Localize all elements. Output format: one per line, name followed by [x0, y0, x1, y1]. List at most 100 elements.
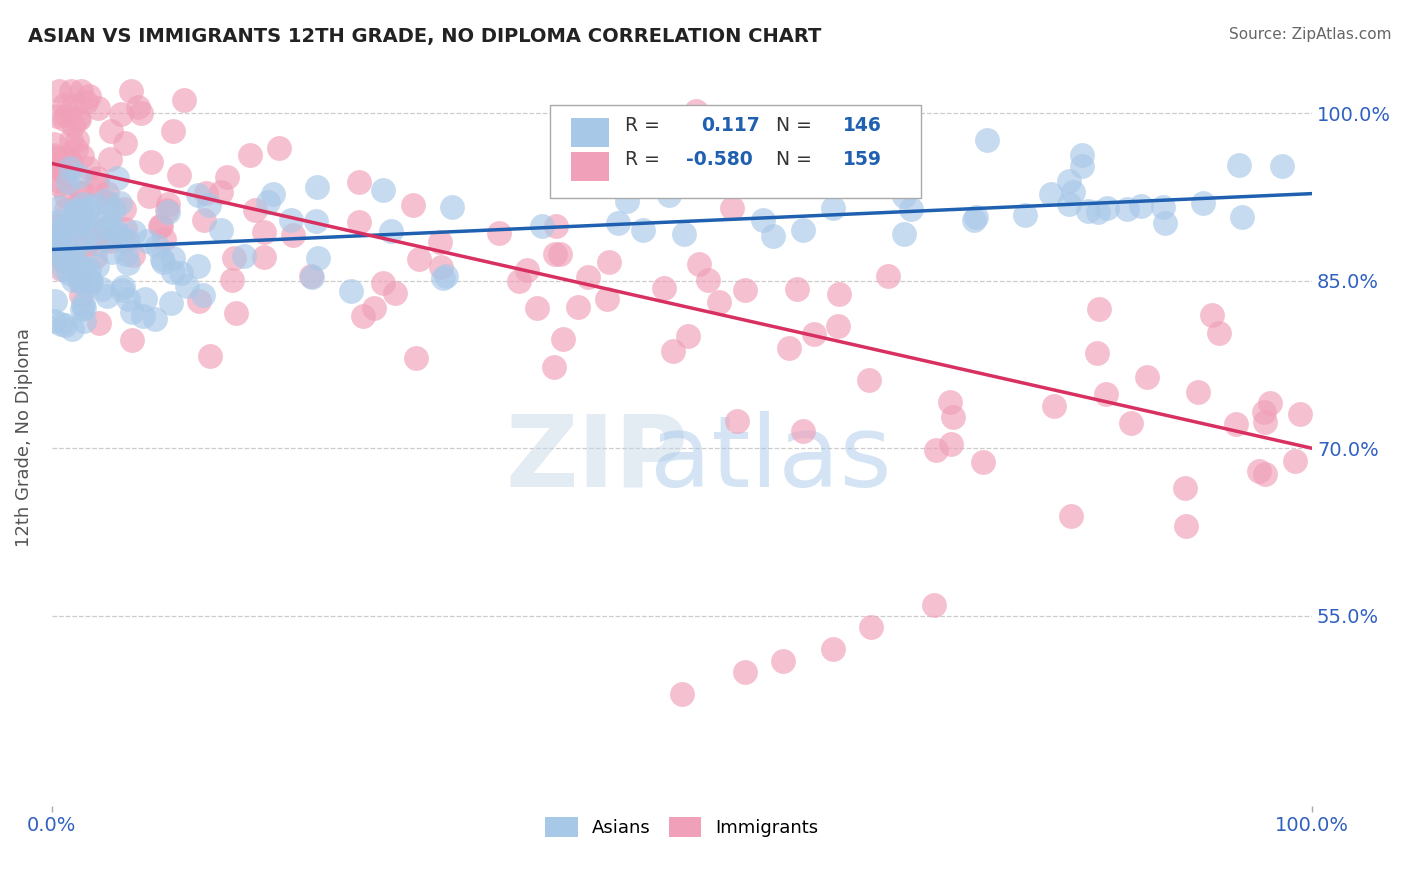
Point [127, 100, 149, 114]
Point [98, 153, 121, 167]
Point [72, 277, 94, 292]
Point [1087, 346, 1109, 360]
Point [925, 443, 948, 458]
Point [688, 257, 710, 271]
Point [707, 294, 730, 309]
Point [77, 89, 100, 103]
Point [72, 261, 94, 276]
Point [176, 278, 198, 293]
Point [752, 213, 775, 227]
Text: ZIP: ZIP [506, 410, 689, 508]
Point [1208, 326, 1230, 341]
Point [72, 196, 94, 211]
Point [91, 282, 114, 296]
Point [62, 273, 84, 287]
Point [96, 196, 118, 211]
Point [67, 112, 90, 127]
Point [1071, 159, 1094, 173]
Point [77, 272, 100, 286]
Point [108, 196, 131, 211]
Point [823, 642, 845, 657]
Point [488, 226, 510, 240]
Point [772, 653, 794, 667]
Point [827, 319, 849, 334]
Point [49, 317, 72, 331]
Point [135, 234, 157, 248]
Point [1088, 302, 1111, 317]
Point [384, 285, 406, 300]
Point [112, 202, 135, 216]
Point [1043, 400, 1066, 414]
Point [67, 273, 90, 287]
Point [429, 260, 451, 274]
Text: ASIAN VS IMMIGRANTS 12TH GRADE, NO DIPLOMA CORRELATION CHART: ASIAN VS IMMIGRANTS 12TH GRADE, NO DIPLO… [28, 27, 821, 45]
Point [77, 261, 100, 276]
Text: R =: R = [626, 150, 659, 169]
Point [671, 687, 693, 701]
Point [141, 155, 163, 169]
Point [543, 359, 565, 374]
Point [117, 256, 139, 270]
Text: atlas: atlas [651, 410, 891, 508]
Point [149, 219, 172, 233]
Point [685, 103, 707, 118]
Point [59, 252, 82, 267]
Point [48, 160, 70, 174]
Point [84, 250, 107, 264]
Point [69, 185, 91, 199]
Point [380, 224, 402, 238]
Point [76, 211, 98, 225]
Point [938, 395, 960, 409]
Point [117, 292, 139, 306]
Point [283, 227, 305, 242]
Point [762, 228, 785, 243]
Point [194, 186, 217, 200]
Legend: Asians, Immigrants: Asians, Immigrants [538, 810, 827, 845]
Point [121, 334, 143, 348]
Point [962, 213, 984, 227]
Point [198, 349, 221, 363]
Point [77, 201, 100, 215]
Point [146, 238, 169, 252]
Point [526, 301, 548, 315]
Point [129, 105, 152, 120]
Point [67, 111, 90, 125]
Point [734, 283, 756, 297]
Point [122, 225, 145, 239]
Point [965, 211, 987, 225]
Point [44, 136, 66, 151]
Point [96, 186, 118, 200]
FancyBboxPatch shape [550, 105, 921, 197]
Point [98, 220, 121, 235]
Point [121, 248, 143, 262]
Point [62, 211, 84, 226]
Point [72, 297, 94, 311]
Point [429, 235, 451, 249]
Point [51, 223, 73, 237]
Point [893, 227, 915, 241]
Point [1087, 204, 1109, 219]
Point [103, 202, 125, 217]
Point [76, 216, 98, 230]
Point [55, 188, 77, 202]
Point [269, 140, 291, 154]
Point [77, 277, 100, 292]
Point [86, 178, 108, 193]
Point [52, 252, 75, 267]
Point [46, 109, 69, 123]
Text: N =: N = [776, 116, 813, 135]
Point [55, 235, 77, 249]
FancyBboxPatch shape [571, 118, 609, 147]
Point [548, 246, 571, 260]
Point [1060, 509, 1083, 524]
Point [191, 288, 214, 302]
Point [69, 219, 91, 233]
Point [253, 225, 276, 239]
Point [676, 329, 699, 343]
Point [1175, 519, 1198, 533]
Point [721, 201, 744, 215]
Point [152, 255, 174, 269]
Point [98, 218, 121, 232]
Point [551, 332, 574, 346]
Point [65, 142, 87, 156]
